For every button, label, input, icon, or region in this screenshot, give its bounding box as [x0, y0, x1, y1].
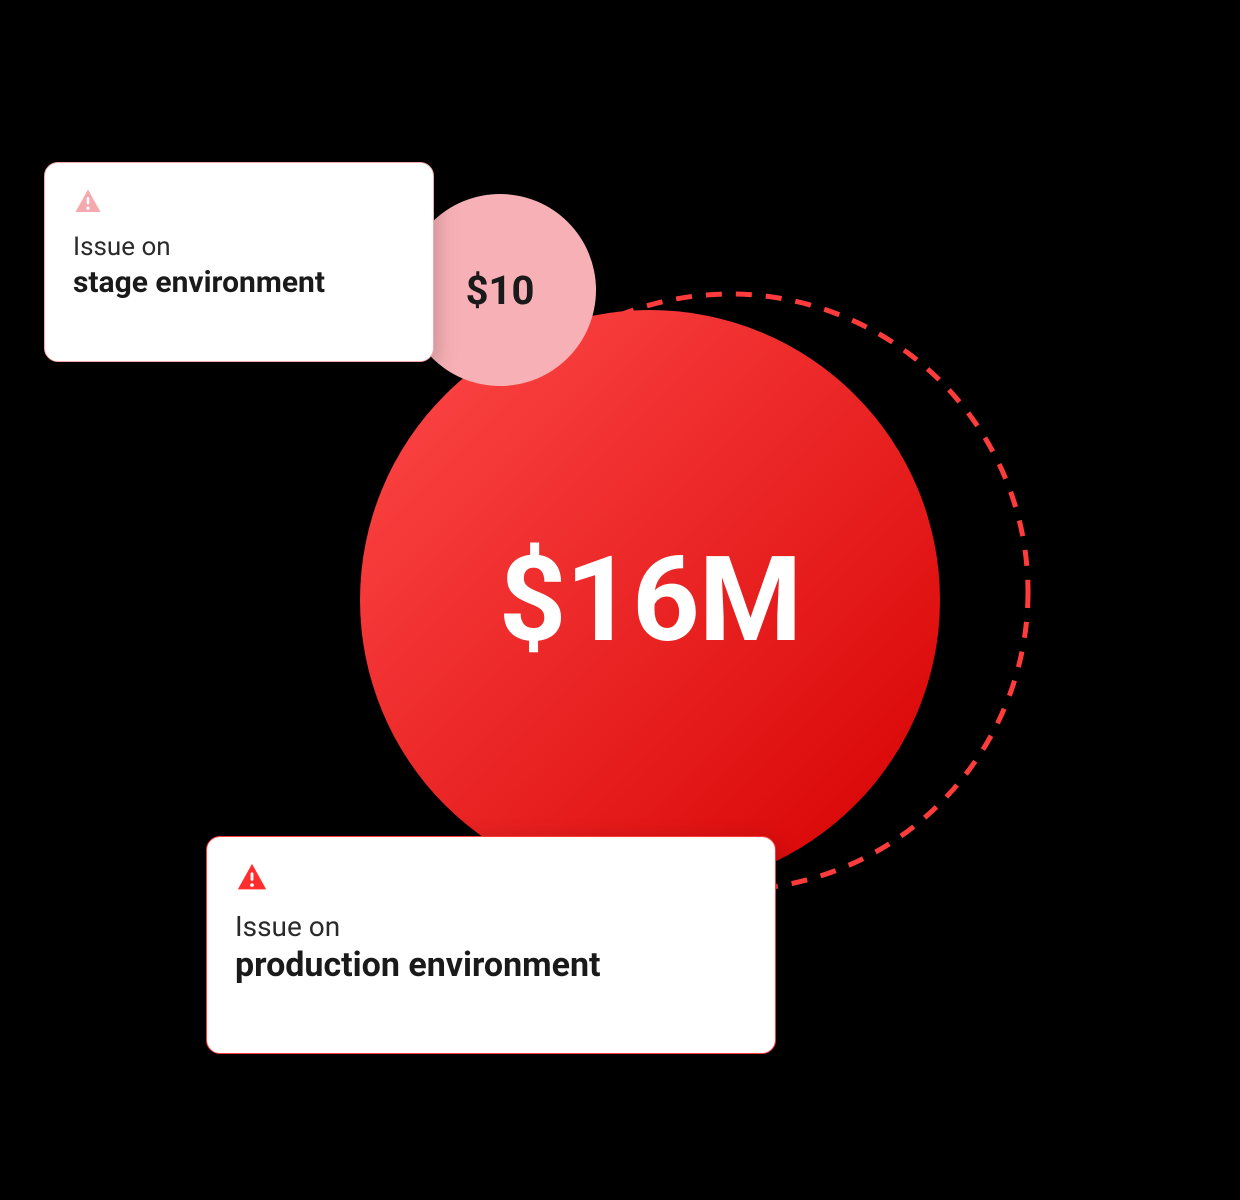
stage-cost-value: $10 [466, 267, 535, 314]
stage-card-line1: Issue on [73, 231, 405, 264]
alert-triangle-icon [235, 861, 269, 895]
alert-triangle-icon [73, 187, 103, 217]
production-issue-card: Issue on production environment [206, 836, 776, 1054]
stage-card-line2: stage environment [73, 264, 405, 302]
production-card-line2: production environment [235, 944, 747, 987]
production-card-line1: Issue on [235, 909, 747, 944]
production-cost-circle: $16M [360, 310, 940, 890]
infographic-stage: $16M $10 Issue on stage environment Issu… [0, 0, 1240, 1200]
stage-issue-card: Issue on stage environment [44, 162, 434, 362]
production-cost-value: $16M [499, 531, 801, 669]
